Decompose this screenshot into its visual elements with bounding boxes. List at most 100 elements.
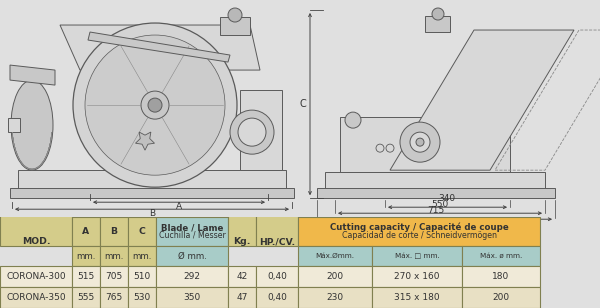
Text: mm.: mm. [76, 252, 95, 261]
Bar [8, 118, 20, 132]
Bar [156, 266, 228, 287]
Text: mm.: mm. [133, 252, 152, 261]
Bar [256, 266, 298, 287]
Text: Blade / Lame: Blade / Lame [161, 223, 223, 232]
Bar [256, 287, 298, 308]
Circle shape [148, 98, 162, 112]
Text: B: B [110, 227, 118, 236]
Bar [425, 16, 450, 32]
Circle shape [141, 91, 169, 119]
Bar [156, 217, 228, 246]
Bar [462, 287, 540, 308]
Circle shape [228, 8, 242, 22]
Polygon shape [88, 32, 230, 62]
Text: 180: 180 [493, 272, 509, 281]
Text: Máx. □ mm.: Máx. □ mm. [395, 253, 439, 259]
Text: 230: 230 [326, 293, 344, 302]
Polygon shape [136, 132, 155, 150]
Bar [100, 246, 128, 266]
Bar [72, 217, 100, 246]
Bar [220, 17, 250, 35]
Bar [340, 117, 510, 172]
Text: 350: 350 [184, 293, 200, 302]
Bar [462, 246, 540, 266]
Bar [372, 266, 462, 287]
Text: Cutting capacity / Capacité de coupe: Cutting capacity / Capacité de coupe [329, 223, 508, 232]
Bar [0, 266, 72, 287]
Bar [156, 287, 228, 308]
Bar [298, 266, 372, 287]
Bar [0, 197, 72, 246]
Text: CORONA-300: CORONA-300 [6, 272, 66, 281]
Bar [298, 246, 372, 266]
Text: 765: 765 [106, 293, 122, 302]
Text: 530: 530 [133, 293, 151, 302]
Circle shape [386, 144, 394, 152]
Bar [72, 266, 100, 287]
Text: 0,40: 0,40 [267, 272, 287, 281]
Bar [156, 246, 228, 266]
Text: C: C [299, 99, 307, 109]
Circle shape [345, 112, 361, 128]
Text: B: B [149, 209, 155, 218]
Ellipse shape [11, 80, 53, 170]
Bar [372, 246, 462, 266]
Circle shape [416, 138, 424, 146]
Bar [100, 266, 128, 287]
Bar [10, 188, 294, 198]
Text: Máx. ø mm.: Máx. ø mm. [480, 253, 522, 259]
Circle shape [238, 118, 266, 146]
Bar [298, 287, 372, 308]
Bar [228, 197, 256, 246]
Bar [72, 246, 100, 266]
Text: 315 x 180: 315 x 180 [394, 293, 440, 302]
Text: 705: 705 [106, 272, 122, 281]
Bar [298, 217, 540, 246]
Bar [256, 197, 298, 246]
Text: 715: 715 [427, 206, 445, 215]
Bar [228, 287, 256, 308]
Bar [325, 172, 545, 192]
Bar [100, 217, 128, 246]
Text: A: A [176, 202, 182, 211]
Bar [110, 90, 180, 170]
Bar [228, 266, 256, 287]
Text: mm.: mm. [104, 252, 124, 261]
Polygon shape [390, 30, 574, 170]
Text: 47: 47 [236, 293, 248, 302]
Bar [18, 170, 286, 192]
Text: 42: 42 [236, 272, 248, 281]
Text: 515: 515 [77, 272, 95, 281]
Text: 340: 340 [439, 194, 455, 203]
Text: 270 x 160: 270 x 160 [394, 272, 440, 281]
Circle shape [85, 35, 225, 175]
Bar [372, 287, 462, 308]
Bar [317, 188, 555, 198]
Circle shape [432, 8, 444, 20]
Text: MOD.: MOD. [22, 237, 50, 246]
Bar [462, 266, 540, 287]
Circle shape [376, 144, 384, 152]
Text: CORONA-350: CORONA-350 [6, 293, 66, 302]
Bar [128, 266, 156, 287]
Text: Cuchilla / Messer: Cuchilla / Messer [158, 230, 226, 239]
Text: 200: 200 [326, 272, 344, 281]
Text: HP./CV.: HP./CV. [259, 237, 295, 246]
Bar [128, 217, 156, 246]
Text: 0,40: 0,40 [267, 293, 287, 302]
Bar [100, 287, 128, 308]
Text: C: C [139, 227, 145, 236]
Text: Capacidad de corte / Schneidvermögen: Capacidad de corte / Schneidvermögen [341, 231, 497, 240]
Bar [128, 287, 156, 308]
Bar [128, 246, 156, 266]
Text: Kg.: Kg. [233, 237, 251, 246]
Circle shape [400, 122, 440, 162]
Circle shape [230, 110, 274, 154]
Text: 550: 550 [431, 200, 449, 209]
Polygon shape [10, 65, 55, 85]
Bar [0, 287, 72, 308]
Text: Máx.Ømm.: Máx.Ømm. [316, 253, 355, 259]
Circle shape [410, 132, 430, 152]
Text: 292: 292 [184, 272, 200, 281]
Text: Ø mm.: Ø mm. [178, 252, 206, 261]
